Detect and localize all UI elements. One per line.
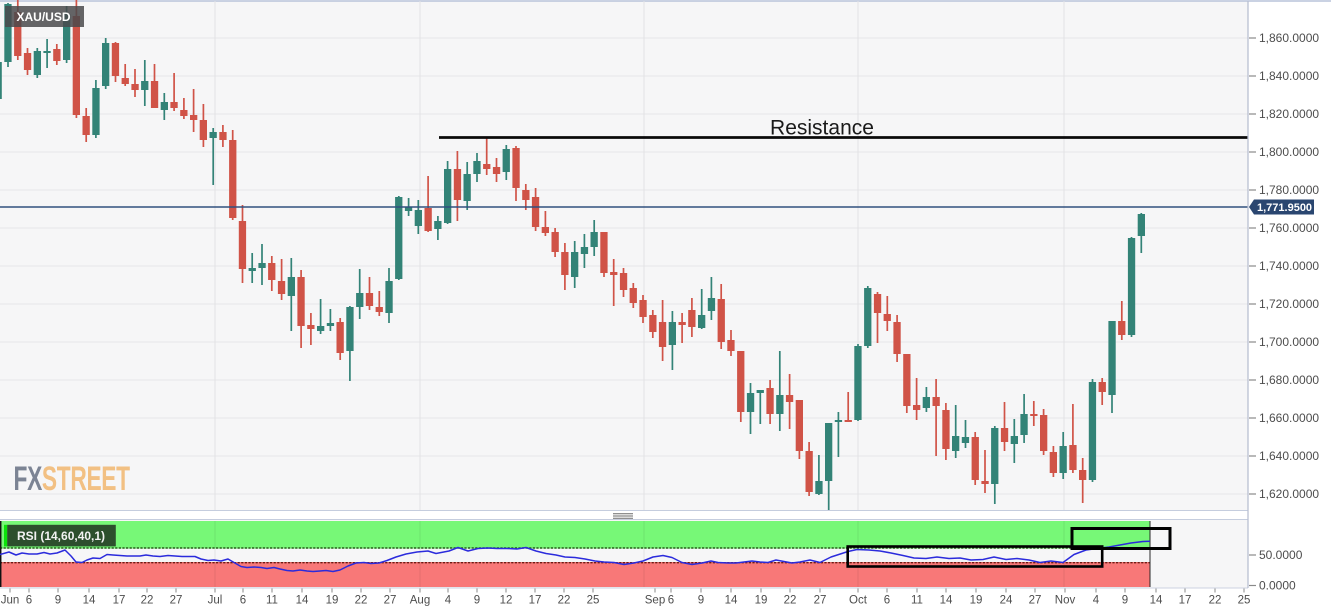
- svg-text:Jun: Jun: [1, 595, 20, 607]
- svg-text:17: 17: [113, 595, 126, 607]
- svg-text:1,860.0000: 1,860.0000: [1259, 31, 1319, 45]
- svg-text:6: 6: [26, 595, 32, 607]
- svg-text:Sep: Sep: [645, 595, 665, 607]
- svg-text:14: 14: [83, 595, 96, 607]
- svg-text:1,620.0000: 1,620.0000: [1259, 487, 1319, 501]
- svg-text:22: 22: [784, 595, 797, 607]
- svg-text:9: 9: [474, 595, 480, 607]
- svg-text:4: 4: [445, 595, 452, 607]
- svg-text:1,780.0000: 1,780.0000: [1259, 183, 1319, 197]
- svg-text:14: 14: [725, 595, 738, 607]
- svg-text:19: 19: [326, 595, 339, 607]
- svg-text:12: 12: [500, 595, 513, 607]
- svg-text:14: 14: [296, 595, 309, 607]
- svg-text:22: 22: [558, 595, 571, 607]
- svg-text:27: 27: [170, 595, 183, 607]
- svg-text:1,820.0000: 1,820.0000: [1259, 107, 1319, 121]
- svg-text:0.0000: 0.0000: [1259, 579, 1296, 593]
- svg-text:14: 14: [1150, 595, 1163, 607]
- svg-text:17: 17: [529, 595, 542, 607]
- svg-text:Aug: Aug: [410, 595, 430, 607]
- svg-text:1,720.0000: 1,720.0000: [1259, 297, 1319, 311]
- svg-text:RSI (14,60,40,1): RSI (14,60,40,1): [17, 529, 105, 543]
- svg-text:19: 19: [970, 595, 983, 607]
- svg-text:22: 22: [141, 595, 154, 607]
- svg-text:1,700.0000: 1,700.0000: [1259, 335, 1319, 349]
- svg-text:1,740.0000: 1,740.0000: [1259, 259, 1319, 273]
- svg-text:1,760.0000: 1,760.0000: [1259, 221, 1319, 235]
- svg-text:17: 17: [1179, 595, 1192, 607]
- svg-text:11: 11: [911, 595, 923, 607]
- svg-text:14: 14: [940, 595, 953, 607]
- svg-text:FXSTREET: FXSTREET: [14, 461, 131, 499]
- svg-text:24: 24: [1000, 595, 1013, 607]
- svg-text:9: 9: [698, 595, 704, 607]
- svg-text:22: 22: [355, 595, 368, 607]
- svg-text:22: 22: [1209, 595, 1222, 607]
- svg-text:Oct: Oct: [849, 595, 868, 607]
- svg-text:11: 11: [266, 595, 278, 607]
- svg-text:6: 6: [668, 595, 674, 607]
- svg-text:4: 4: [1093, 595, 1100, 607]
- svg-text:25: 25: [587, 595, 600, 607]
- svg-text:9: 9: [1122, 595, 1128, 607]
- svg-text:27: 27: [384, 595, 397, 607]
- svg-text:6: 6: [884, 595, 890, 607]
- svg-text:Resistance: Resistance: [770, 117, 874, 140]
- svg-text:1,800.0000: 1,800.0000: [1259, 145, 1319, 159]
- svg-text:6: 6: [240, 595, 246, 607]
- svg-text:1,840.0000: 1,840.0000: [1259, 69, 1319, 83]
- svg-text:9: 9: [55, 595, 61, 607]
- svg-text:1,771.9500: 1,771.9500: [1257, 202, 1312, 214]
- svg-text:25: 25: [1238, 595, 1251, 607]
- svg-text:27: 27: [814, 595, 827, 607]
- svg-text:19: 19: [755, 595, 768, 607]
- svg-text:Nov: Nov: [1055, 595, 1076, 607]
- svg-text:1,680.0000: 1,680.0000: [1259, 373, 1319, 387]
- svg-text:27: 27: [1029, 595, 1042, 607]
- svg-text:1,640.0000: 1,640.0000: [1259, 449, 1319, 463]
- svg-text:Jul: Jul: [208, 595, 223, 607]
- svg-text:50.0000: 50.0000: [1259, 548, 1303, 562]
- svg-text:1,660.0000: 1,660.0000: [1259, 411, 1319, 425]
- svg-text:XAU/USD: XAU/USD: [17, 10, 71, 24]
